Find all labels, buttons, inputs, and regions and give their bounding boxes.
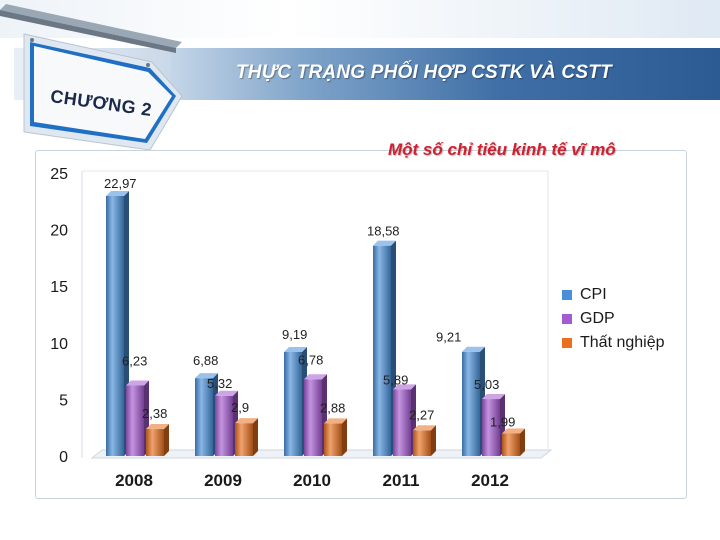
bar-gdp [126,385,144,456]
bar-top-unemployment [502,428,525,434]
y-tick-label: 20 [50,223,68,240]
bar-top-unemployment [324,418,347,424]
data-label: 5,89 [383,372,408,387]
slide-title: THỰC TRẠNG PHỐI HỢP CSTK VÀ CSTT [236,62,612,83]
data-label: 9,21 [436,330,461,345]
bar-gdp [482,399,500,456]
legend-label-cpi: CPI [580,286,607,303]
bar-cpi [106,195,124,456]
x-tick-label: 2011 [383,471,420,490]
bar-gdp [393,389,411,456]
bar-top-unemployment [413,425,436,431]
header-bar [170,48,720,100]
bar-unemployment [235,423,253,456]
y-tick-label: 5 [59,392,68,409]
data-label: 2,38 [142,406,167,421]
data-label: 6,78 [298,352,323,367]
bar-unemployment [413,430,431,456]
data-label: 18,58 [367,224,400,239]
legend-item-gdp: GDP [562,307,665,331]
x-tick-label: 2008 [115,471,153,490]
bar-side-unemployment [520,428,525,456]
bar-gdp [215,395,233,456]
bar-gdp [304,379,322,456]
data-label: 6,88 [193,353,218,368]
bar-top-gdp [126,380,149,386]
bar-unemployment [146,429,164,456]
bar-cpi [284,351,302,456]
data-label: 22,97 [104,176,137,191]
y-tick-label: 25 [50,166,68,183]
bar-top-gdp [482,394,505,400]
bar-top-cpi [462,346,485,352]
legend-swatch-unemployment [562,338,572,348]
bar-top-cpi [106,190,129,196]
bar-top-cpi [373,240,396,246]
data-label: 5,32 [207,376,232,391]
bar-cpi [373,245,391,456]
data-label: 6,23 [122,353,147,368]
data-label: 5,03 [474,377,499,392]
bar-cpi [462,351,480,456]
data-label: 9,19 [282,327,307,342]
chart-legend: CPI GDP Thất nghiệp [562,283,665,355]
x-tick-label: 2012 [471,471,509,490]
data-label: 2,27 [409,407,434,422]
y-tick-label: 10 [50,336,68,353]
data-label: 2,9 [231,400,249,415]
bar-side-unemployment [253,418,258,456]
data-label: 2,88 [320,400,345,415]
bar-top-unemployment [235,418,258,424]
legend-swatch-cpi [562,290,572,300]
x-tick-label: 2009 [204,471,242,490]
bar-side-unemployment [431,425,436,456]
y-tick-label: 0 [59,449,68,466]
legend-label-unemployment: Thất nghiệp [580,334,665,351]
bar-top-unemployment [146,424,169,430]
bar-side-unemployment [342,418,347,456]
bar-top-gdp [215,390,238,396]
legend-swatch-gdp [562,314,572,324]
x-tick-label: 2010 [293,471,331,490]
bar-side-unemployment [164,424,169,456]
y-tick-label: 15 [50,279,68,296]
bar-top-gdp [393,384,416,390]
legend-item-unemployment: Thất nghiệp [562,331,665,355]
bar-top-cpi [195,373,218,379]
legend-label-gdp: GDP [580,310,615,327]
data-label: 1,99 [490,414,515,429]
bar-unemployment [324,423,342,456]
bar-top-cpi [284,346,307,352]
chart-subtitle: Một số chỉ tiêu kinh tế vĩ mô [388,140,616,159]
bar-unemployment [502,433,520,456]
bar-cpi [195,378,213,456]
legend-item-cpi: CPI [562,283,665,307]
bar-top-gdp [304,374,327,380]
